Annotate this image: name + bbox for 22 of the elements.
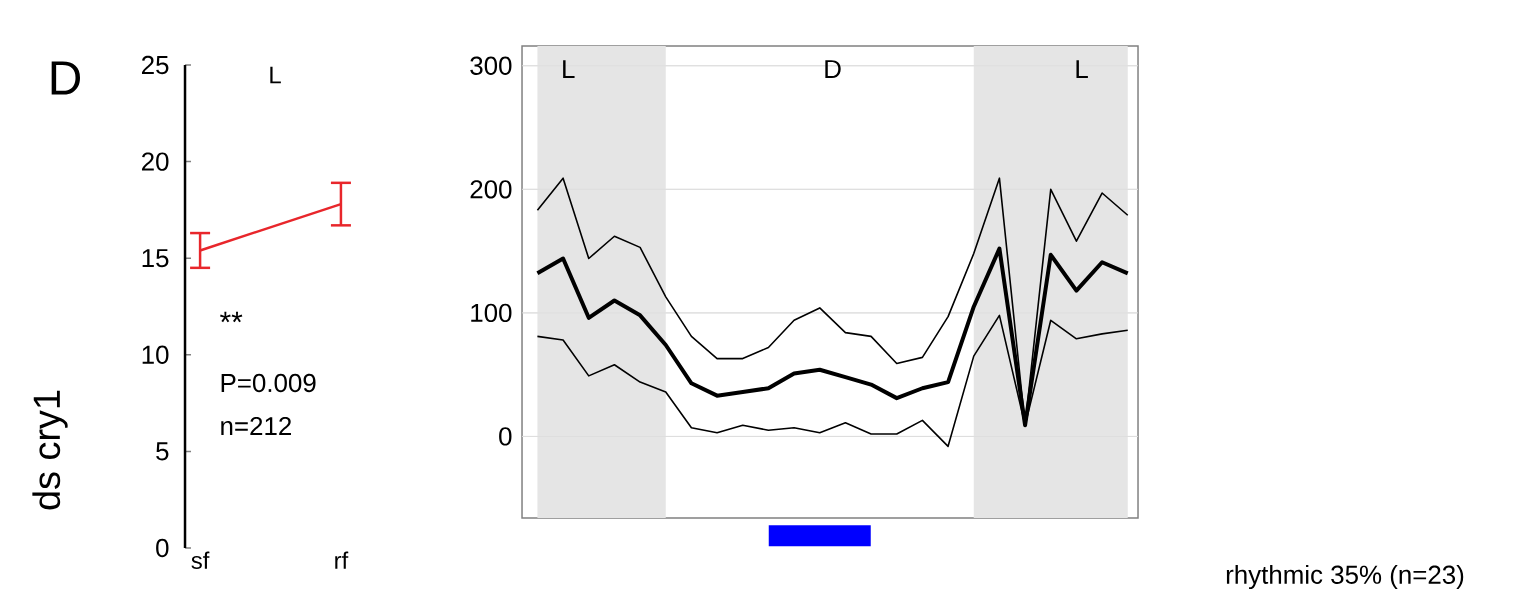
annotation: P=0.009 (221, 373, 316, 393)
annotation: D (825, 60, 841, 78)
y-tick-label: 5 (156, 442, 169, 461)
y-tick-label: 25 (141, 55, 169, 75)
x-tick-label: sf (191, 551, 210, 570)
x-tick-label: rf (335, 551, 349, 569)
y-tick-label: 300 (470, 56, 512, 75)
annotation: ** (220, 311, 243, 323)
chart-title: D (51, 61, 80, 95)
y-tick-label: 100 (471, 303, 512, 323)
y-tick-label: 20 (141, 152, 169, 171)
y-axis-title: ds cry1 (32, 390, 68, 510)
annotation: n=212 (221, 416, 291, 436)
y-tick-label: 0 (499, 427, 512, 446)
y-tick-label: 10 (142, 345, 169, 364)
annotation: L (563, 60, 575, 78)
annotation: L (270, 66, 281, 84)
y-tick-label: 200 (470, 180, 512, 199)
y-tick-label: 15 (142, 249, 169, 268)
y-tick-label: 0 (156, 538, 169, 558)
text: rhythmic 35% (n=23) (1226, 564, 1464, 590)
annotation: L (1076, 60, 1088, 78)
